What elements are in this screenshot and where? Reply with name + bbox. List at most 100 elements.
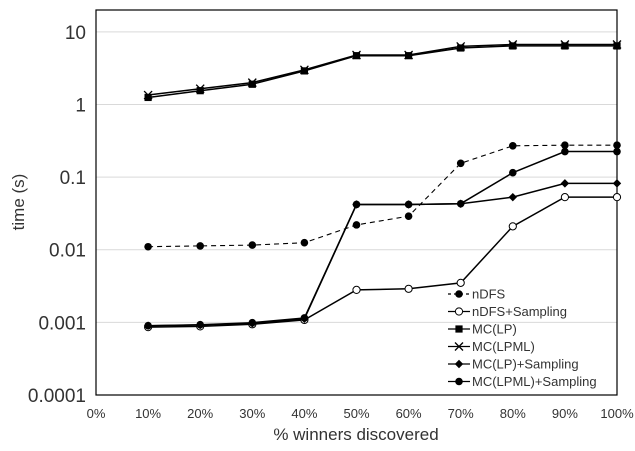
series-line — [148, 196, 617, 328]
data-point — [404, 50, 414, 60]
data-point — [612, 193, 622, 202]
data-point — [300, 238, 309, 247]
series-MC(LPML) — [143, 40, 622, 100]
x-axis-title: % winners discovered — [273, 425, 438, 444]
legend-label: MC(LPML) — [472, 339, 535, 354]
data-point — [457, 44, 465, 52]
data-point — [143, 90, 153, 100]
x-tick-label: 100% — [600, 406, 634, 421]
x-tick-label: 0% — [87, 406, 106, 421]
plot-frame — [95, 9, 618, 396]
y-tick-label: 10 — [65, 23, 86, 44]
data-point — [248, 241, 257, 249]
data-point — [456, 199, 465, 208]
data-point — [196, 320, 204, 329]
data-point — [560, 179, 570, 188]
legend-label: MC(LP) — [472, 322, 517, 337]
data-point — [352, 200, 361, 209]
data-point — [404, 284, 413, 293]
data-point — [561, 42, 569, 50]
legend-label: nDFS — [472, 287, 506, 302]
data-point — [454, 307, 464, 316]
data-point — [144, 93, 152, 102]
data-point — [560, 193, 570, 202]
x-tick-label: 70% — [448, 406, 474, 421]
data-point — [560, 40, 570, 49]
data-point — [561, 141, 569, 150]
data-point — [248, 80, 256, 88]
data-point — [612, 40, 622, 49]
y-tick-label: 0.0001 — [28, 386, 86, 407]
data-point — [352, 285, 361, 294]
legend-entry: nDFS+Sampling — [448, 304, 567, 319]
data-point — [613, 147, 621, 156]
data-point — [299, 65, 309, 75]
x-tick-label: 80% — [500, 406, 526, 421]
data-point — [613, 42, 621, 50]
data-point — [613, 141, 621, 150]
data-point — [508, 222, 517, 231]
x-tick-label: 50% — [343, 406, 369, 421]
series-MC(LPML)+Sampling — [144, 147, 621, 330]
data-point — [454, 359, 464, 369]
y-axis-title: time (s) — [9, 174, 28, 231]
series-nDFS — [144, 141, 621, 251]
x-tick-label: 10% — [135, 406, 161, 421]
data-point — [404, 212, 413, 220]
x-tick-label: 20% — [187, 406, 213, 421]
data-point — [248, 318, 257, 327]
x-tick-label: 60% — [396, 406, 422, 421]
data-point — [144, 242, 152, 251]
x-axis-ticks: 0% 10% 20% 30% 40% 50% 60% 70% 80% 90% 100% — [87, 406, 634, 421]
y-tick-label: 0.1 — [60, 168, 86, 189]
data-point — [456, 278, 465, 287]
legend-entry: MC(LP) — [448, 322, 517, 337]
data-point — [508, 40, 518, 49]
y-tick-label: 1 — [75, 95, 86, 116]
series-line — [148, 43, 617, 96]
data-point — [509, 141, 517, 150]
grid — [96, 31, 617, 323]
data-point — [352, 50, 361, 60]
legend: nDFS nDFS+Sampling MC(LP) MC(LPML) MC(LP)+Sa… — [448, 287, 597, 389]
data-point — [196, 242, 204, 250]
data-point — [456, 159, 465, 168]
data-point — [196, 87, 204, 95]
data-point — [144, 321, 152, 330]
data-point — [300, 67, 308, 75]
series-line — [148, 144, 617, 248]
legend-entry: MC(LPML) — [448, 339, 535, 354]
series-MC(LP) — [144, 42, 621, 102]
data-point — [455, 377, 463, 386]
x-tick-label: 40% — [291, 406, 317, 421]
data-point — [454, 342, 464, 351]
data-point — [352, 221, 361, 229]
legend-label: MC(LP)+Sampling — [472, 357, 579, 372]
legend-entry: MC(LP)+Sampling — [448, 357, 579, 372]
data-point — [456, 41, 466, 51]
data-point — [509, 42, 517, 50]
x-tick-label: 30% — [239, 406, 265, 421]
data-point — [561, 147, 569, 156]
data-point — [300, 314, 309, 322]
data-point — [455, 325, 463, 333]
data-point — [247, 78, 257, 88]
data-point — [404, 200, 413, 209]
legend-label: nDFS+Sampling — [472, 304, 567, 319]
legend-label: MC(LPML)+Sampling — [472, 374, 597, 389]
x-tick-label: 90% — [552, 406, 578, 421]
data-point — [612, 179, 622, 188]
series-line — [148, 45, 617, 99]
series-lines — [143, 40, 622, 332]
y-tick-label: 0.001 — [38, 313, 86, 334]
y-axis-ticks: 0.0001 0.001 0.01 0.1 1 10 — [28, 23, 86, 407]
legend-entry: MC(LPML)+Sampling — [448, 374, 597, 389]
data-point — [509, 168, 517, 177]
y-tick-label: 0.01 — [49, 241, 86, 262]
legend-entry: nDFS — [448, 287, 506, 302]
data-point — [455, 290, 463, 298]
series-line — [148, 150, 617, 327]
data-point — [508, 192, 517, 202]
